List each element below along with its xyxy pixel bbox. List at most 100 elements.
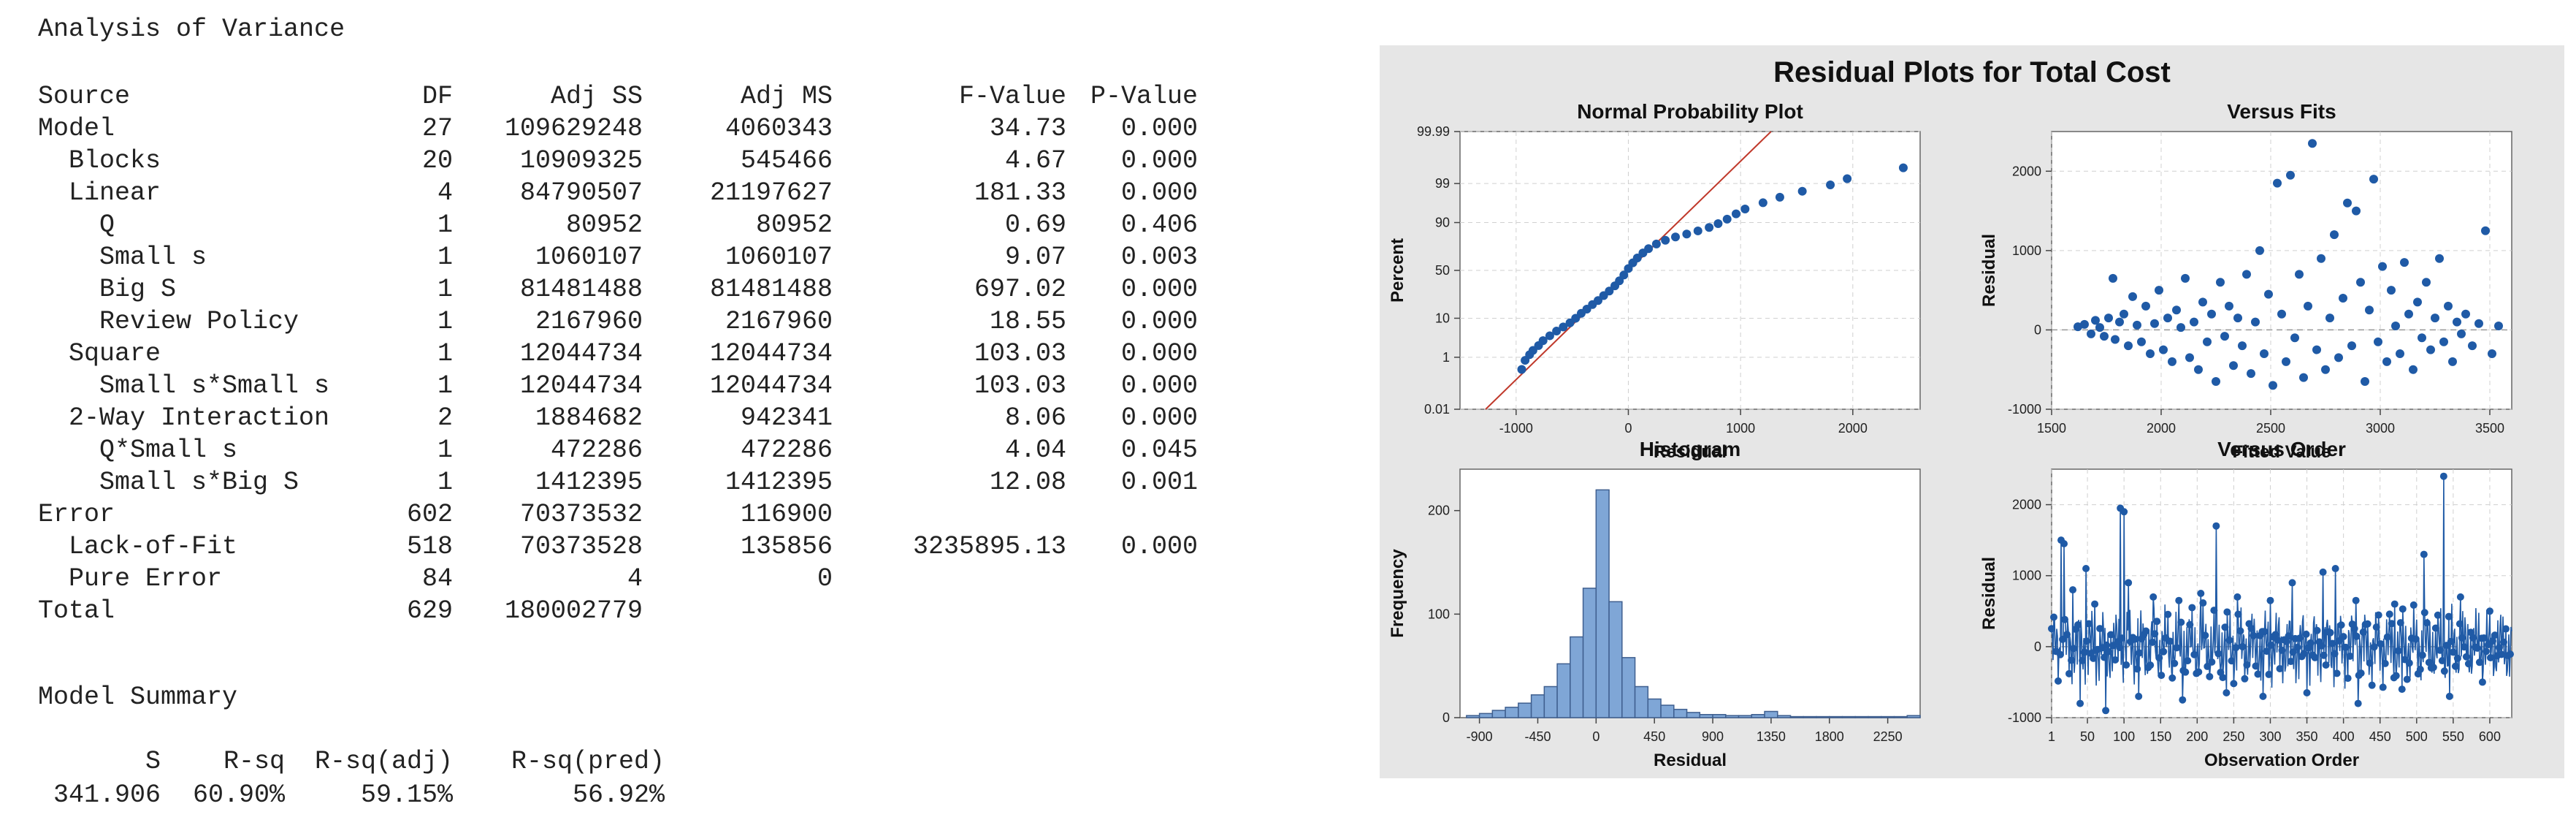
- data-point: [2194, 365, 2203, 374]
- data-point: [2285, 632, 2293, 640]
- anova-df: 1: [437, 371, 453, 400]
- anova-df: 1: [437, 436, 453, 465]
- data-point: [2159, 345, 2168, 354]
- data-point: [2264, 289, 2273, 299]
- data-point: [2352, 596, 2360, 604]
- data-point: [2074, 621, 2082, 629]
- anova-df: 1: [437, 468, 453, 497]
- data-point: [2499, 638, 2507, 646]
- data-point: [2177, 618, 2185, 626]
- data-point: [2366, 659, 2374, 667]
- data-point: [2388, 620, 2396, 628]
- anova-f-value: 697.02: [974, 275, 1066, 304]
- data-point: [2147, 661, 2155, 669]
- data-point: [2438, 657, 2446, 665]
- data-point: [2418, 651, 2426, 659]
- summary-header-rsq-adj: R-sq(adj): [314, 747, 453, 776]
- anova-source: Q: [99, 210, 115, 240]
- data-point: [2286, 170, 2295, 180]
- data-point: [2059, 635, 2067, 643]
- anova-p-value: 0.000: [1120, 339, 1198, 368]
- data-point: [2100, 332, 2109, 341]
- y-axis-label: Residual: [1979, 557, 1999, 630]
- data-point: [2247, 624, 2255, 632]
- data-point: [2250, 631, 2258, 639]
- anova-adj-ms: 116900: [740, 500, 833, 529]
- model-summary-title: Model Summary: [38, 683, 238, 712]
- x-tick-label: 3500: [2475, 421, 2504, 436]
- data-point: [2181, 273, 2190, 283]
- data-point: [2413, 297, 2422, 307]
- anova-f-value: 9.07: [1004, 243, 1066, 272]
- data-point: [2278, 646, 2286, 654]
- data-point: [2260, 349, 2269, 358]
- data-point: [2391, 322, 2400, 330]
- anova-f-value: 4.67: [1004, 146, 1066, 175]
- data-point: [2444, 301, 2453, 311]
- data-point: [2107, 631, 2115, 639]
- anova-adj-ss: 472286: [550, 436, 643, 465]
- y-tick-label: 200: [1428, 504, 1450, 518]
- data-point: [2160, 647, 2168, 656]
- anova-source: Lack-of-Fit: [69, 532, 238, 561]
- data-point: [1682, 229, 1692, 239]
- anova-df: 1: [437, 307, 453, 336]
- data-point: [2387, 286, 2396, 295]
- anova-df: 84: [421, 564, 453, 593]
- data-point: [2416, 665, 2424, 673]
- data-point: [2481, 226, 2490, 235]
- data-point: [2225, 636, 2233, 644]
- data-point: [2182, 668, 2190, 676]
- data-point: [1644, 244, 1654, 254]
- data-point: [2343, 198, 2352, 208]
- data-point: [1758, 198, 1767, 208]
- anova-adj-ms: 472286: [740, 436, 833, 465]
- histogram-bar: [1595, 489, 1610, 718]
- data-point: [2313, 626, 2321, 634]
- histogram-bar: [1868, 715, 1882, 718]
- y-tick-label: 99.99: [1417, 124, 1450, 139]
- data-point: [2133, 320, 2141, 330]
- data-point: [2312, 345, 2321, 354]
- y-tick-label: -1000: [2008, 402, 2041, 417]
- data-point: [1705, 223, 1714, 232]
- data-point: [1775, 192, 1784, 202]
- x-tick-label: 1350: [1757, 729, 1786, 744]
- data-point: [2179, 696, 2187, 704]
- y-tick-label: 90: [1435, 216, 1450, 230]
- data-point: [2445, 692, 2453, 700]
- data-point: [2090, 654, 2098, 662]
- data-point: [2418, 333, 2426, 343]
- data-point: [2096, 625, 2104, 633]
- plot-npp: Normal Probability Plot Residual Percent -1…: [1388, 100, 1921, 462]
- anova-adj-ss: 10909325: [519, 146, 643, 175]
- histogram-bar: [1634, 685, 1649, 718]
- histogram-bar: [1854, 715, 1869, 718]
- y-tick-label: 0: [1442, 710, 1450, 725]
- data-point: [2164, 610, 2172, 618]
- histogram-bar: [1841, 715, 1857, 718]
- histogram-bar: [1789, 715, 1805, 718]
- anova-df: 602: [406, 500, 453, 529]
- data-point: [2091, 600, 2099, 608]
- data-point: [2269, 381, 2277, 390]
- data-point: [2109, 273, 2117, 283]
- anova-adj-ms: 2167960: [725, 307, 833, 336]
- data-point: [2111, 656, 2120, 664]
- data-point: [2212, 377, 2220, 386]
- data-point: [2060, 540, 2068, 547]
- y-axis-label: Frequency: [1388, 549, 1407, 638]
- anova-adj-ms: 21197627: [709, 178, 833, 208]
- anova-adj-ss: 80952: [565, 210, 643, 240]
- data-point: [1797, 186, 1807, 196]
- data-point: [2334, 353, 2343, 362]
- data-point: [2079, 656, 2087, 664]
- data-point: [2133, 665, 2141, 673]
- data-point: [2447, 637, 2455, 645]
- anova-adj-ss: 1412395: [535, 468, 643, 497]
- data-point: [2102, 707, 2110, 715]
- data-point: [2379, 683, 2387, 691]
- data-point: [2390, 600, 2399, 608]
- data-point: [2234, 610, 2242, 618]
- data-point: [2263, 647, 2271, 656]
